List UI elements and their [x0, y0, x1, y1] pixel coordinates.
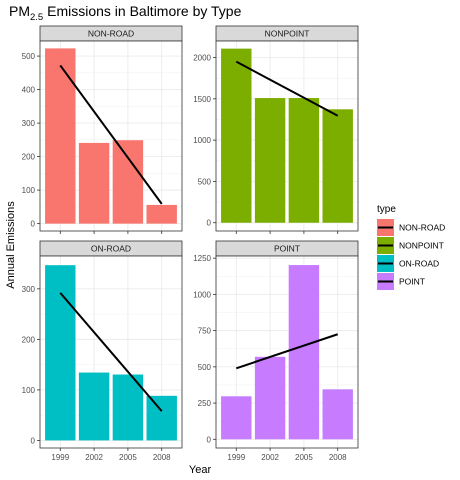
- strip-label-on-road: ON-ROAD: [91, 244, 131, 254]
- chart-title: PM2.5 Emissions in Baltimore by Type: [9, 3, 242, 23]
- x-axis-title: Year: [189, 464, 212, 476]
- bar-non-road-2008: [146, 204, 177, 224]
- strip-label-non-road: NON-ROAD: [88, 29, 134, 39]
- bar-point-2005: [288, 265, 320, 440]
- y-tick-label: 100: [22, 186, 36, 195]
- bar-point-2008: [322, 389, 353, 440]
- y-tick-label: 750: [198, 327, 212, 336]
- y-axis-title: Annual Emissions: [5, 201, 17, 289]
- bar-on-road-2008: [146, 395, 177, 441]
- trend-line-on-road: [59, 292, 163, 412]
- x-tick-label: 2005: [295, 453, 313, 462]
- bar-non-road-2002: [78, 142, 110, 224]
- bar-point-1999: [221, 396, 252, 440]
- panel-border: [39, 40, 183, 232]
- legend-title: type: [377, 204, 396, 215]
- legend-item-point: POINT: [377, 273, 425, 290]
- bar-nonpoint-2002: [254, 98, 286, 223]
- panel-border: [39, 255, 183, 449]
- x-tick-label: 2008: [329, 453, 347, 462]
- y-tick-label: 300: [22, 119, 36, 128]
- legend-item-on-road: ON-ROAD: [377, 255, 439, 272]
- x-tick-label: 2005: [119, 453, 137, 462]
- x-tick-label: 1999: [51, 453, 69, 462]
- bar-on-road-2002: [78, 372, 110, 441]
- x-tick-label: 2008: [153, 453, 171, 462]
- panel-border: [215, 255, 359, 449]
- panel-point: POINT 0 250 500 750 1000 1250 1999 2002 2005 2008: [193, 240, 359, 462]
- y-tick-label: 0: [207, 435, 212, 444]
- strip-label-point: POINT: [274, 244, 300, 254]
- y-tick-label: 0: [31, 436, 36, 445]
- panel-on-road: ON-ROAD 0 100 200 300 1999 2002 2005 2008: [22, 240, 183, 462]
- y-tick-label: 0: [207, 219, 212, 228]
- y-tick-label: 500: [198, 363, 212, 372]
- trend-line-point: [235, 333, 339, 370]
- y-tick-label: 1000: [193, 290, 211, 299]
- y-tick-label: 200: [22, 335, 36, 344]
- bar-point-2002: [254, 356, 286, 440]
- bar-on-road-1999: [45, 265, 76, 441]
- legend-label-on-road: ON-ROAD: [399, 259, 439, 269]
- strip-label-nonpoint: NONPOINT: [265, 29, 310, 39]
- legend: type NON-ROAD NONPOINT ON-ROAD POINT: [377, 204, 445, 290]
- facet-panels: NON-ROAD0100200300400500NONPOINT05001000…: [22, 25, 359, 462]
- legend-item-nonpoint: NONPOINT: [377, 237, 444, 254]
- legend-label-non-road: NON-ROAD: [399, 223, 445, 233]
- y-tick-label: 1500: [193, 95, 211, 104]
- panel-nonpoint: NONPOINT 0 500 1000 1500 2000: [193, 25, 359, 234]
- y-tick-label: 100: [22, 386, 36, 395]
- trend-line-nonpoint: [235, 60, 339, 117]
- y-tick-label: 200: [22, 153, 36, 162]
- legend-label-point: POINT: [399, 277, 425, 287]
- trend-line-non-road: [59, 64, 163, 205]
- bar-on-road-2005: [112, 374, 144, 441]
- legend-item-non-road: NON-ROAD: [377, 219, 445, 236]
- y-tick-label: 500: [22, 52, 36, 61]
- y-tick-label: 500: [198, 177, 212, 186]
- y-tick-label: 1250: [193, 254, 211, 263]
- y-tick-label: 400: [22, 86, 36, 95]
- panel-non-road: NON-ROAD 0 100 200 300 400 500: [22, 25, 183, 234]
- legend-label-nonpoint: NONPOINT: [399, 241, 444, 251]
- bar-non-road-1999: [45, 48, 76, 224]
- x-tick-label: 1999: [227, 453, 245, 462]
- y-tick-label: 1000: [193, 136, 211, 145]
- y-tick-label: 0: [31, 220, 36, 229]
- bar-nonpoint-2008: [322, 109, 353, 223]
- bar-non-road-2005: [112, 140, 144, 224]
- x-tick-label: 2002: [85, 453, 103, 462]
- y-tick-label: 2000: [193, 54, 211, 63]
- y-tick-label: 300: [22, 285, 36, 294]
- bar-nonpoint-1999: [221, 48, 252, 223]
- bar-nonpoint-2005: [288, 98, 320, 223]
- x-tick-label: 2002: [261, 453, 279, 462]
- y-tick-label: 250: [198, 399, 212, 408]
- panel-border: [215, 40, 359, 232]
